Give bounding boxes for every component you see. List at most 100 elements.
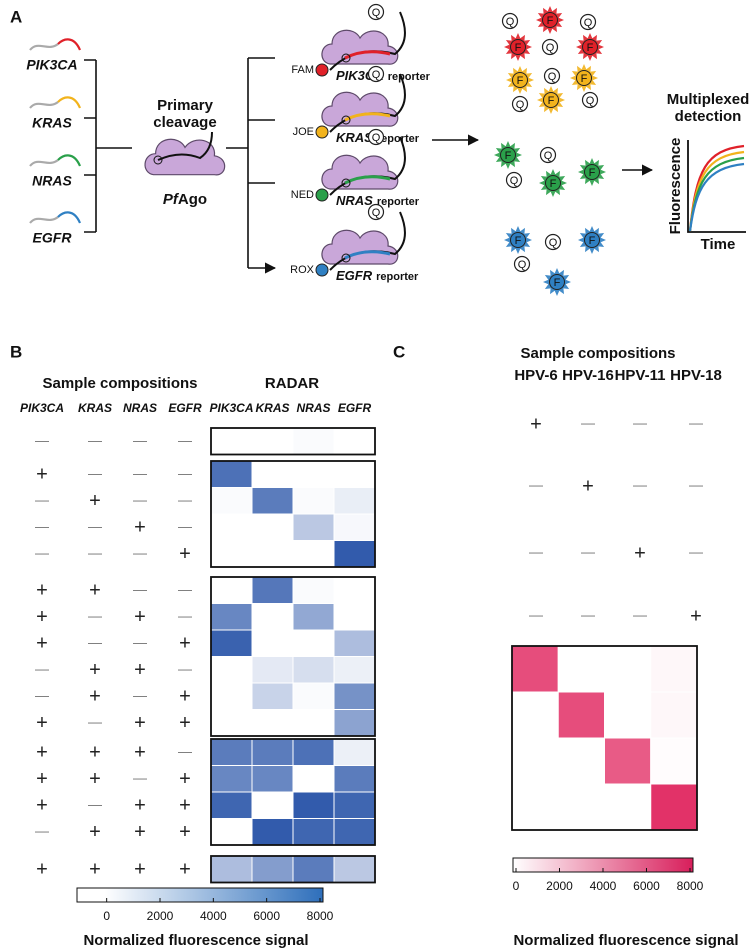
x-category: NRAS <box>296 401 330 415</box>
x-category: KRAS <box>255 401 289 415</box>
colorbar-label: Normalized fluorescence signal <box>513 932 738 949</box>
heatmap-cell <box>333 513 376 541</box>
sign-plus: + <box>634 542 646 564</box>
sign-plus: + <box>179 795 191 817</box>
fluor-letter: F <box>515 235 522 247</box>
sign-plus: + <box>89 659 101 681</box>
fluor-letter: F <box>548 95 555 107</box>
gene-strand <box>57 38 82 51</box>
heatmap-cell <box>650 783 698 831</box>
quencher-letter: Q <box>506 16 515 28</box>
quencher-letter: Q <box>518 259 527 271</box>
sign-minus: — <box>178 607 192 623</box>
fluor-letter: F <box>581 73 588 85</box>
heatmap-cell <box>292 791 335 819</box>
sign-minus: — <box>35 660 49 676</box>
quencher <box>367 203 385 221</box>
sign-minus: — <box>178 660 192 676</box>
fluor <box>510 232 526 248</box>
heatmap-cell <box>251 818 294 846</box>
colorbar-tick-label: 0 <box>103 909 110 923</box>
heatmap-cell <box>210 487 253 515</box>
quencher-letter: Q <box>510 175 519 187</box>
sign-minus: — <box>35 687 49 703</box>
sign-minus: — <box>581 415 595 431</box>
dye-label: FAM <box>291 64 314 76</box>
reporter-label: EGFR reporter <box>336 268 419 283</box>
quencher <box>581 91 599 109</box>
heatmap-cell <box>292 738 335 766</box>
sign-plus: + <box>179 821 191 843</box>
quencher-letter: Q <box>549 237 558 249</box>
sign-minus: — <box>88 432 102 448</box>
sign-plus: + <box>179 768 191 790</box>
sign-plus: + <box>36 633 48 655</box>
heatmap-cell <box>210 540 253 568</box>
fluor <box>582 39 598 55</box>
group-box <box>210 855 376 884</box>
colorbar-tick-label: 8000 <box>307 909 334 923</box>
axis-label: Time <box>701 236 736 253</box>
heatmap-cell <box>604 783 652 831</box>
heatmap-cell <box>292 629 335 657</box>
heatmap-cell <box>333 540 376 568</box>
gene-label: EGFR <box>33 230 73 246</box>
fluor <box>576 70 592 86</box>
reporter-word: reporter <box>377 133 420 145</box>
heatmap-cell <box>210 603 253 631</box>
quencher <box>513 255 531 273</box>
heatmap-cell <box>251 576 294 604</box>
composition-title: Sample compositions <box>520 345 675 362</box>
quencher <box>544 233 562 251</box>
sign-minus: — <box>88 465 102 481</box>
sign-minus: — <box>178 743 192 759</box>
quencher-letter: Q <box>544 150 553 162</box>
heatmap-cell <box>251 460 294 488</box>
sign-minus: — <box>35 822 49 838</box>
reporter-word: reporter <box>388 71 431 83</box>
mini-axes <box>687 140 746 233</box>
fluor <box>584 164 600 180</box>
anchor <box>341 115 351 125</box>
reporter-word: reporter <box>377 196 420 208</box>
quencher-letter: Q <box>584 17 593 29</box>
composition-column: HPV-18 <box>670 367 722 384</box>
sign-plus: + <box>36 859 48 881</box>
sign-minus: — <box>133 769 147 785</box>
heatmap-cell <box>251 765 294 793</box>
enzyme-label: PfAgo <box>163 191 207 208</box>
fluor-letter: F <box>587 42 594 54</box>
fluor-letter: F <box>547 15 554 27</box>
heatmap-cell <box>251 603 294 631</box>
quencher <box>579 13 597 31</box>
sign-plus: + <box>89 686 101 708</box>
gene-strand <box>57 154 82 167</box>
sign-plus: + <box>179 543 191 565</box>
heatmap-cell <box>292 513 335 541</box>
group-box <box>210 576 376 737</box>
enzyme-suffix: Ago <box>178 191 207 208</box>
heatmap-cell <box>511 691 559 739</box>
sign-minus: — <box>529 544 543 560</box>
colorbar-tick-label: 4000 <box>200 909 227 923</box>
heatmap-cell <box>333 818 376 846</box>
colorbar-tick-label: 2000 <box>147 909 174 923</box>
sign-plus: + <box>690 605 702 627</box>
sign-plus: + <box>89 768 101 790</box>
quencher <box>539 146 557 164</box>
gene-label: PIK3CA <box>26 57 77 73</box>
fluor-letter: F <box>515 42 522 54</box>
composition-column: NRAS <box>123 401 157 415</box>
sign-minus: — <box>633 607 647 623</box>
reporter-gene: NRAS <box>336 193 373 208</box>
sign-minus: — <box>178 432 192 448</box>
heatmap-cell <box>292 487 335 515</box>
anchor <box>153 155 163 165</box>
x-category: EGFR <box>338 401 372 415</box>
quencher <box>543 67 561 85</box>
colorbar-tick-label: 6000 <box>253 909 280 923</box>
reporter-target <box>344 50 391 60</box>
anchor <box>341 253 351 263</box>
heatmap-cell <box>333 656 376 684</box>
colorbar-tick-label: 6000 <box>633 879 660 893</box>
